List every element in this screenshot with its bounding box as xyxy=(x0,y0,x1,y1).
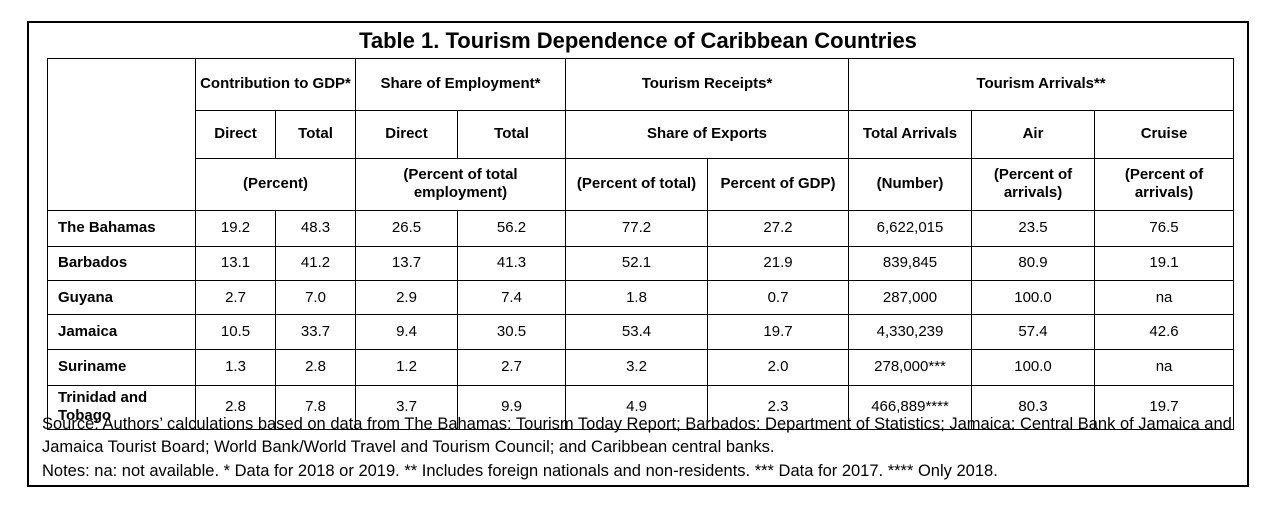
value-cell: 41.2 xyxy=(275,245,356,282)
value-cell: 56.2 xyxy=(456,209,567,247)
header-share-employment: Share of Employment* xyxy=(354,58,567,111)
value-cell: na xyxy=(1094,348,1235,386)
tourism-table: Contribution to GDP* Share of Employment… xyxy=(47,58,1235,431)
table-row: Trinidad and Tobago 2.8 7.8 3.7 9.9 4.9 … xyxy=(47,384,1235,431)
value-cell: 466,889**** xyxy=(848,384,973,431)
value-cell: 41.3 xyxy=(456,245,567,282)
country-name: Barbados xyxy=(47,245,196,282)
value-cell: 2.3 xyxy=(707,384,850,431)
value-cell: 19.7 xyxy=(707,314,850,350)
value-cell: 7.4 xyxy=(456,280,567,316)
value-cell: 7.8 xyxy=(275,384,356,431)
value-cell: 278,000*** xyxy=(848,348,973,386)
country-name: Guyana xyxy=(47,280,196,316)
value-cell: 839,845 xyxy=(848,245,973,282)
value-cell: 100.0 xyxy=(971,280,1096,316)
country-name: Jamaica xyxy=(47,314,196,350)
value-cell: 13.7 xyxy=(355,245,458,282)
value-cell: 33.7 xyxy=(275,314,356,350)
corner-cell xyxy=(47,58,196,211)
value-cell: 2.0 xyxy=(707,348,850,386)
value-cell: 77.2 xyxy=(565,209,709,247)
value-cell: 2.8 xyxy=(275,348,356,386)
value-cell: 6,622,015 xyxy=(848,209,973,247)
country-name: Suriname xyxy=(47,348,196,386)
subheader-air: Air xyxy=(971,109,1096,160)
value-cell: 26.5 xyxy=(355,209,458,247)
value-cell: 27.2 xyxy=(707,209,850,247)
unit-percent: (Percent) xyxy=(195,158,356,211)
value-cell: 10.5 xyxy=(195,314,276,350)
value-cell: 4.9 xyxy=(565,384,709,431)
value-cell: 19.2 xyxy=(195,209,276,247)
value-cell: 19.1 xyxy=(1094,245,1235,282)
value-cell: 3.7 xyxy=(355,384,458,431)
country-name: The Bahamas xyxy=(47,209,196,247)
table-frame: Table 1. Tourism Dependence of Caribbean… xyxy=(27,21,1249,487)
footnotes: Notes: na: not available. * Data for 201… xyxy=(42,462,998,480)
value-cell: 287,000 xyxy=(848,280,973,316)
subheader-emp-total: Total xyxy=(456,109,567,160)
value-cell: 0.7 xyxy=(707,280,850,316)
value-cell: 42.6 xyxy=(1094,314,1235,350)
unit-employment: (Percent of total employment) xyxy=(354,158,567,211)
value-cell: 19.7 xyxy=(1094,384,1235,431)
value-cell: 2.7 xyxy=(195,280,276,316)
country-name: Trinidad and Tobago xyxy=(47,384,196,431)
value-cell: 53.4 xyxy=(565,314,709,350)
source-note: Source: Authors’ calculations based on d… xyxy=(42,415,1232,456)
table-row: Jamaica 10.5 33.7 9.4 30.5 53.4 19.7 4,3… xyxy=(47,314,1235,350)
value-cell: 30.5 xyxy=(456,314,567,350)
value-cell: 13.1 xyxy=(195,245,276,282)
subheader-emp-direct: Direct xyxy=(355,109,458,160)
value-cell: 23.5 xyxy=(971,209,1096,247)
value-cell: 3.2 xyxy=(565,348,709,386)
table-row: Guyana 2.7 7.0 2.9 7.4 1.8 0.7 287,000 1… xyxy=(47,280,1235,316)
value-cell: 9.4 xyxy=(355,314,458,350)
value-cell: 1.3 xyxy=(195,348,276,386)
header-tourism-receipts: Tourism Receipts* xyxy=(565,58,850,111)
subheader-gdp-total: Total xyxy=(275,109,356,160)
unit-air: (Percent of arrivals) xyxy=(971,158,1096,211)
subheader-gdp-direct: Direct xyxy=(195,109,276,160)
value-cell: 9.9 xyxy=(456,384,567,431)
table-row: The Bahamas 19.2 48.3 26.5 56.2 77.2 27.… xyxy=(47,209,1235,247)
unit-receipts-total: (Percent of total) xyxy=(565,158,709,211)
subheader-share-exports: Share of Exports xyxy=(565,109,850,160)
value-cell: 21.9 xyxy=(707,245,850,282)
value-cell: 57.4 xyxy=(971,314,1096,350)
value-cell: 80.9 xyxy=(971,245,1096,282)
header-contribution-gdp: Contribution to GDP* xyxy=(195,58,356,111)
value-cell: 76.5 xyxy=(1094,209,1235,247)
table-title: Table 1. Tourism Dependence of Caribbean… xyxy=(359,28,917,53)
header-tourism-arrivals: Tourism Arrivals** xyxy=(848,58,1235,111)
value-cell: 1.8 xyxy=(565,280,709,316)
value-cell: 2.7 xyxy=(456,348,567,386)
value-cell: 52.1 xyxy=(565,245,709,282)
value-cell: na xyxy=(1094,280,1235,316)
value-cell: 48.3 xyxy=(275,209,356,247)
value-cell: 2.8 xyxy=(195,384,276,431)
value-cell: 4,330,239 xyxy=(848,314,973,350)
value-cell: 2.9 xyxy=(355,280,458,316)
value-cell: 1.2 xyxy=(355,348,458,386)
unit-receipts-gdp: Percent of GDP) xyxy=(707,158,850,211)
subheader-total-arrivals: Total Arrivals xyxy=(848,109,973,160)
subheader-cruise: Cruise xyxy=(1094,109,1235,160)
value-cell: 100.0 xyxy=(971,348,1096,386)
unit-number: (Number) xyxy=(848,158,973,211)
unit-cruise: (Percent of arrivals) xyxy=(1094,158,1235,211)
value-cell: 80.3 xyxy=(971,384,1096,431)
value-cell: 7.0 xyxy=(275,280,356,316)
table-row: Barbados 13.1 41.2 13.7 41.3 52.1 21.9 8… xyxy=(47,245,1235,282)
table-row: Suriname 1.3 2.8 1.2 2.7 3.2 2.0 278,000… xyxy=(47,348,1235,386)
